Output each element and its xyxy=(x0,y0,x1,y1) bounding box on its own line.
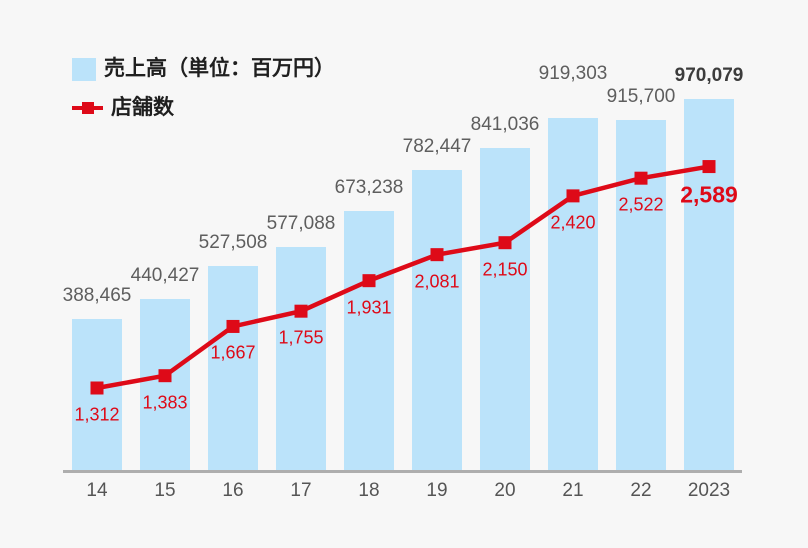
stores-marker xyxy=(634,171,648,185)
stores-value-label: 1,667 xyxy=(210,342,256,363)
x-axis-label: 22 xyxy=(630,480,652,501)
sales-bar xyxy=(344,211,394,470)
sales-bar xyxy=(480,147,530,470)
sales-value-label: 673,238 xyxy=(334,177,404,199)
stores-marker xyxy=(566,189,580,203)
stores-line xyxy=(96,164,710,391)
stores-value-label: 1,312 xyxy=(74,404,120,425)
stores-value-label: 1,755 xyxy=(278,327,324,348)
stores-marker xyxy=(158,369,172,383)
stores-value-label: 1,931 xyxy=(346,297,392,318)
stores-marker xyxy=(294,304,308,318)
sales-value-label: 577,088 xyxy=(266,213,336,235)
stores-value-label: 2,150 xyxy=(482,259,528,280)
sales-bar xyxy=(140,298,190,470)
x-axis-label: 17 xyxy=(290,480,312,501)
sales-value-label: 782,447 xyxy=(402,136,472,158)
sales-bar xyxy=(276,247,326,470)
x-axis-label: 15 xyxy=(154,480,176,501)
sales-bar xyxy=(412,170,462,470)
sales-value-label: 915,700 xyxy=(606,85,676,107)
sales-bar xyxy=(208,266,258,470)
sales-value-label: 919,303 xyxy=(538,63,608,85)
stores-line-marker-icon xyxy=(72,100,103,116)
sales-value-label: 841,036 xyxy=(470,113,540,135)
legend-stores-label: 店舗数 xyxy=(111,96,174,119)
stores-value-label: 2,589 xyxy=(680,181,738,208)
stores-value-label: 2,420 xyxy=(550,212,596,233)
sales-value-label: 970,079 xyxy=(674,65,744,87)
x-axis-label: 20 xyxy=(494,480,516,501)
x-axis-label: 18 xyxy=(358,480,380,501)
sales-value-label: 527,508 xyxy=(198,232,268,254)
sales-bar xyxy=(548,118,598,470)
stores-value-label: 1,383 xyxy=(142,392,188,413)
legend-sales-label: 売上高（単位：百万円） xyxy=(104,57,335,80)
stores-marker xyxy=(702,160,716,174)
stores-value-label: 2,081 xyxy=(414,271,460,292)
stores-marker xyxy=(498,236,512,250)
sales-bar-swatch-icon xyxy=(72,57,96,81)
stores-marker xyxy=(226,319,240,333)
stores-marker xyxy=(430,248,444,262)
x-axis-line xyxy=(63,470,742,473)
stores-value-label: 2,522 xyxy=(618,194,664,215)
stores-marker xyxy=(90,381,104,395)
x-axis-label: 14 xyxy=(86,480,108,501)
sales-value-label: 388,465 xyxy=(62,284,132,306)
stores-marker xyxy=(362,274,376,288)
x-axis-label: 21 xyxy=(562,480,584,501)
legend-item-sales: 売上高（単位：百万円） xyxy=(72,57,335,81)
x-axis-label: 2023 xyxy=(687,480,731,501)
legend-item-stores: 店舗数 xyxy=(72,96,174,120)
x-axis-label: 16 xyxy=(222,480,244,501)
x-axis-label: 19 xyxy=(426,480,448,501)
sales-value-label: 440,427 xyxy=(130,264,200,286)
